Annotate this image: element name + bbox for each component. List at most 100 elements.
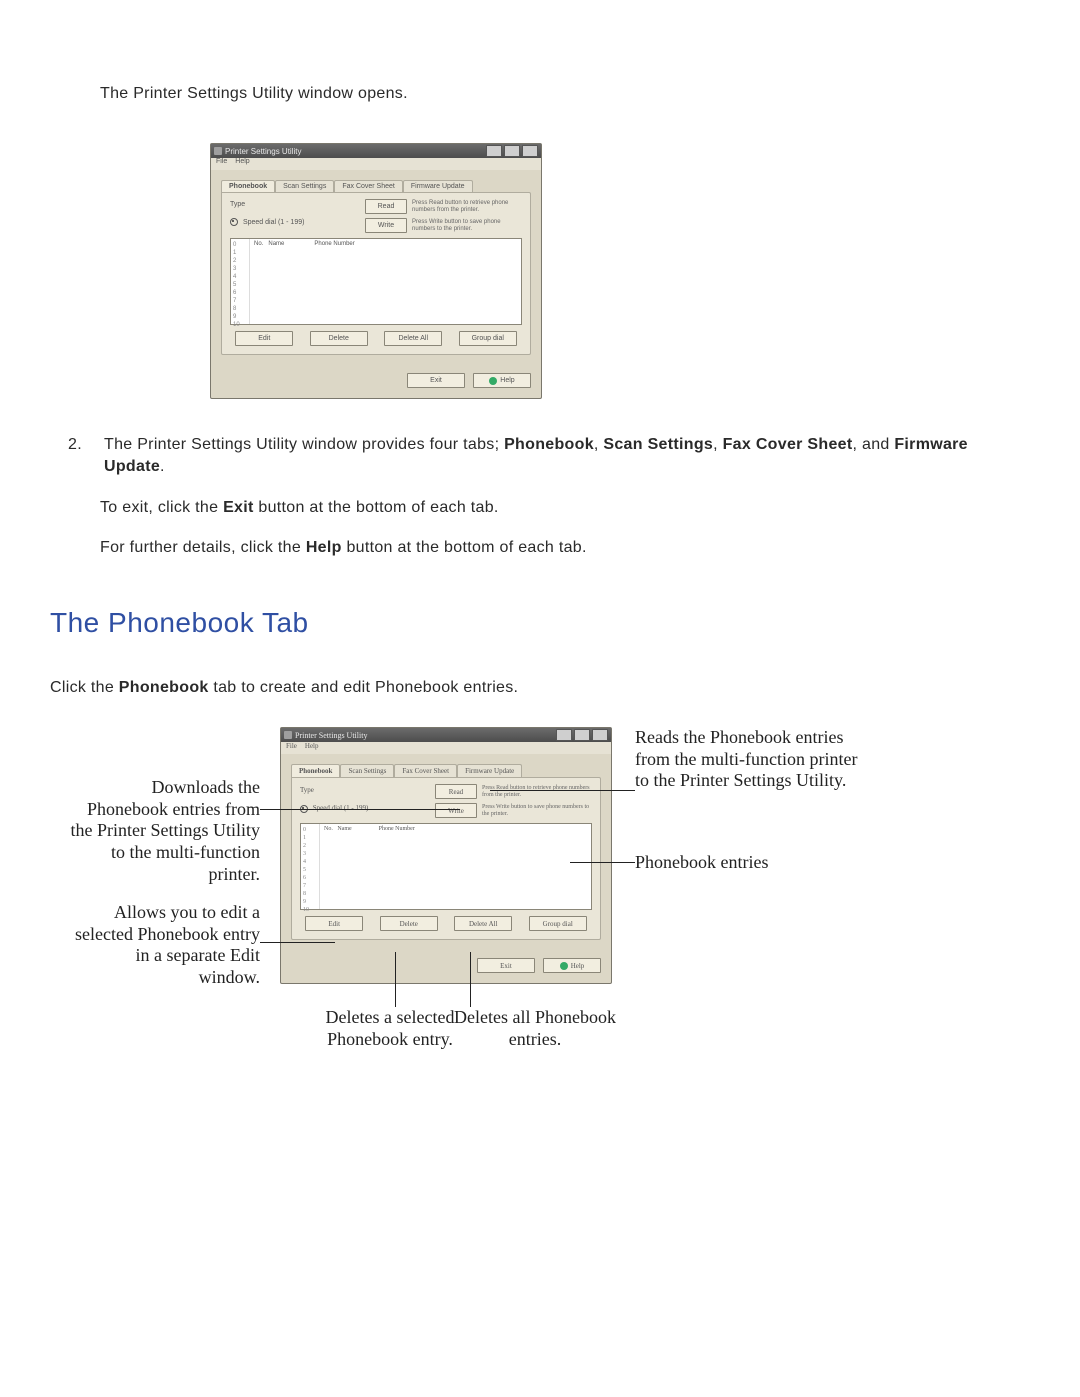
window-title-2: Printer Settings Utility (295, 731, 367, 740)
exit-button[interactable]: Exit (407, 373, 465, 388)
speed-dial-radio[interactable] (230, 218, 238, 226)
phonebook-list[interactable]: 0 1 2 3 4 5 6 7 8 9 10 No. Name Phone Nu… (230, 238, 522, 325)
callout-delete-all: Deletes all Phonebook entries. (440, 1007, 630, 1050)
sub-help-c: button at the bottom of each tab. (342, 539, 587, 556)
annotated-figure: Printer Settings Utility File Help Phone… (70, 727, 950, 1067)
help-button-label: Help (500, 377, 514, 384)
minimize-button-2[interactable] (556, 729, 572, 741)
step2-tail: . (160, 458, 165, 475)
leader-edit (260, 942, 335, 943)
speed-dial-label: Speed dial (1 - 199) (243, 219, 304, 226)
maximize-button[interactable] (504, 145, 520, 157)
read-hint-2: Press Read button to retrieve phone numb… (482, 785, 592, 799)
step2-b1: Phonebook (504, 436, 594, 453)
psu-menubar-2: File Help (281, 742, 611, 754)
step-2: 2. The Printer Settings Utility window p… (68, 434, 1030, 477)
leader-entries (570, 862, 635, 863)
col-no-2: No. (324, 826, 333, 832)
step-number: 2. (68, 434, 86, 477)
tab-scan-settings[interactable]: Scan Settings (275, 180, 334, 192)
col-phone: Phone Number (314, 241, 354, 247)
step2-s1: , (594, 436, 604, 453)
psu-panel-2: Type Speed dial (1 - 199) Read Press Rea… (291, 777, 601, 940)
tab-fax-cover-sheet-2[interactable]: Fax Cover Sheet (394, 764, 457, 777)
exit-button-2[interactable]: Exit (477, 958, 535, 973)
group-dial-button[interactable]: Group dial (459, 331, 517, 346)
tab-fax-cover-sheet[interactable]: Fax Cover Sheet (334, 180, 403, 192)
callout-write: Downloads the Phonebook entries from the… (70, 777, 260, 885)
psu-titlebar: Printer Settings Utility (211, 144, 541, 158)
sub-help-b: Help (306, 539, 342, 556)
read-button-2[interactable]: Read (435, 784, 477, 799)
psu-panel: Type Speed dial (1 - 199) Read Press Rea… (221, 192, 531, 355)
sub-help: For further details, click the Help butt… (100, 539, 1030, 557)
callout-read: Reads the Phonebook entries from the mul… (635, 727, 865, 792)
callout-edit: Allows you to edit a selected Phonebook … (70, 902, 260, 988)
tab-scan-settings-2[interactable]: Scan Settings (340, 764, 394, 777)
write-button-2[interactable]: Write (435, 803, 477, 818)
app-icon-2 (284, 731, 292, 739)
delete-button[interactable]: Delete (310, 331, 368, 346)
help-button[interactable]: Help (473, 373, 531, 388)
window-title: Printer Settings Utility (225, 147, 301, 156)
read-button[interactable]: Read (365, 199, 407, 214)
step2-b3: Fax Cover Sheet (723, 436, 853, 453)
section-intro-c: tab to create and edit Phonebook entries… (209, 679, 519, 696)
intro-text: The Printer Settings Utility window open… (100, 85, 1030, 103)
document-page: The Printer Settings Utility window open… (0, 0, 1080, 1397)
tab-phonebook-2[interactable]: Phonebook (291, 764, 340, 777)
minimize-button[interactable] (486, 145, 502, 157)
sub-exit-b: Exit (223, 499, 254, 516)
step2-s2: , (713, 436, 723, 453)
close-button[interactable] (522, 145, 538, 157)
write-button[interactable]: Write (365, 218, 407, 233)
maximize-button-2[interactable] (574, 729, 590, 741)
speed-dial-label-2: Speed dial (1 - 199) (313, 804, 369, 812)
sub-exit-c: button at the bottom of each tab. (254, 499, 499, 516)
menu-file[interactable]: File (216, 158, 227, 170)
leader-read (490, 790, 635, 791)
write-hint: Press Write button to save phone numbers… (412, 219, 522, 233)
col-no: No. (254, 241, 263, 247)
type-label-2: Type (300, 784, 368, 796)
psu-window-1: Printer Settings Utility File Help Phone… (210, 143, 542, 399)
list-row-numbers: 0 1 2 3 4 5 6 7 8 9 10 (231, 239, 250, 324)
col-name: Name (268, 241, 284, 247)
phonebook-list-2[interactable]: 0 1 2 3 4 5 6 7 8 9 10 No. Name Phone Nu… (300, 823, 592, 910)
psu-tabs: Phonebook Scan Settings Fax Cover Sheet … (221, 180, 531, 192)
menu-file-2[interactable]: File (286, 742, 297, 754)
help-icon-2 (560, 962, 568, 970)
delete-button-2[interactable]: Delete (380, 916, 438, 931)
help-icon (489, 377, 497, 385)
col-phone-2: Phone Number (379, 826, 415, 832)
help-button-2[interactable]: Help (543, 958, 601, 973)
leader-delete (395, 952, 396, 1007)
step2-s3: , and (853, 436, 895, 453)
delete-all-button-2[interactable]: Delete All (454, 916, 512, 931)
section-intro-a: Click the (50, 679, 119, 696)
tab-phonebook[interactable]: Phonebook (221, 180, 275, 192)
section-intro-b: Phonebook (119, 679, 209, 696)
help-button-label-2: Help (571, 962, 585, 970)
psu-window-2: Printer Settings Utility File Help Phone… (280, 727, 612, 984)
app-icon (214, 147, 222, 155)
leader-write (260, 809, 460, 810)
write-hint-2: Press Write button to save phone numbers… (482, 804, 592, 818)
menu-help-2[interactable]: Help (305, 742, 319, 754)
tab-firmware-update-2[interactable]: Firmware Update (457, 764, 522, 777)
step2-lead: The Printer Settings Utility window prov… (104, 436, 504, 453)
step-text: The Printer Settings Utility window prov… (104, 434, 1030, 477)
menu-help[interactable]: Help (235, 158, 249, 170)
group-dial-button-2[interactable]: Group dial (529, 916, 587, 931)
sub-exit: To exit, click the Exit button at the bo… (100, 499, 1030, 517)
delete-all-button[interactable]: Delete All (384, 331, 442, 346)
edit-button-2[interactable]: Edit (305, 916, 363, 931)
tab-firmware-update[interactable]: Firmware Update (403, 180, 473, 192)
psu-tabs-2: Phonebook Scan Settings Fax Cover Sheet … (291, 764, 601, 777)
step2-b2: Scan Settings (603, 436, 713, 453)
close-button-2[interactable] (592, 729, 608, 741)
read-hint: Press Read button to retrieve phone numb… (412, 200, 522, 214)
sub-help-a: For further details, click the (100, 539, 306, 556)
edit-button[interactable]: Edit (235, 331, 293, 346)
sub-exit-a: To exit, click the (100, 499, 223, 516)
